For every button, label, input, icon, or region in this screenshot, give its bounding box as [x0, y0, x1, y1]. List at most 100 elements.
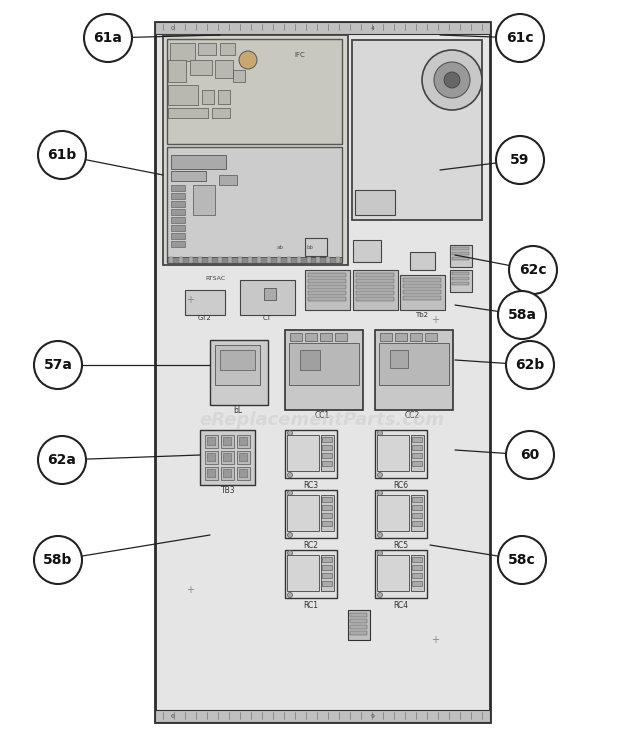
Circle shape [288, 431, 293, 435]
Bar [210, 340, 268, 405]
Circle shape [288, 551, 293, 556]
Bar [237, 451, 250, 464]
Bar [412, 445, 422, 450]
Bar [218, 257, 222, 263]
Bar [355, 190, 395, 215]
Circle shape [378, 491, 383, 495]
Text: 58b: 58b [43, 553, 73, 567]
Bar [321, 435, 334, 471]
Text: 61c: 61c [506, 31, 534, 45]
Bar [167, 39, 342, 144]
Circle shape [34, 536, 82, 584]
Bar [221, 435, 234, 448]
Bar [205, 467, 218, 480]
Bar [207, 469, 215, 477]
Bar [356, 285, 394, 289]
Circle shape [498, 536, 546, 584]
Text: 62c: 62c [519, 263, 547, 277]
Bar [198, 43, 216, 55]
Bar [410, 333, 422, 341]
Text: 62a: 62a [48, 453, 76, 467]
Text: CT: CT [262, 315, 272, 321]
Text: RTSAC: RTSAC [205, 275, 225, 280]
Text: +: + [431, 635, 439, 645]
Text: RC1: RC1 [304, 601, 319, 610]
Bar [321, 555, 334, 591]
Bar [375, 550, 427, 598]
Bar [322, 573, 332, 578]
Circle shape [84, 14, 132, 62]
Text: +: + [186, 295, 194, 305]
Bar [412, 497, 422, 502]
Bar [377, 555, 409, 591]
Circle shape [288, 592, 293, 598]
Circle shape [378, 533, 383, 538]
Circle shape [496, 14, 544, 62]
Circle shape [38, 436, 86, 484]
Text: eReplacementParts.com: eReplacementParts.com [200, 411, 445, 429]
Bar [207, 437, 215, 445]
Bar [412, 565, 422, 570]
Circle shape [444, 72, 460, 88]
Bar [322, 453, 332, 458]
Bar [285, 430, 337, 478]
Bar [356, 297, 394, 301]
Bar [350, 625, 367, 629]
Bar [168, 85, 198, 105]
Bar [167, 147, 342, 262]
Circle shape [288, 473, 293, 477]
Bar [257, 257, 262, 263]
Text: 9: 9 [371, 714, 374, 719]
Bar [287, 495, 319, 531]
Bar [322, 565, 332, 570]
Bar [205, 451, 218, 464]
Bar [403, 284, 441, 288]
Bar [353, 240, 381, 262]
Bar [223, 469, 231, 477]
Circle shape [288, 533, 293, 538]
Bar [377, 435, 409, 471]
Circle shape [422, 50, 482, 110]
Bar [169, 257, 173, 263]
Bar [306, 257, 311, 263]
Bar [264, 288, 276, 300]
Bar [350, 613, 367, 617]
Bar [390, 350, 408, 368]
Text: RC3: RC3 [303, 480, 319, 489]
Bar [305, 270, 350, 310]
Text: RC6: RC6 [394, 480, 409, 489]
Bar [308, 279, 346, 283]
Bar [179, 257, 183, 263]
Text: +: + [186, 585, 194, 595]
Bar [395, 333, 407, 341]
Bar [322, 505, 332, 510]
Bar [228, 257, 232, 263]
Bar [171, 201, 185, 207]
Bar [308, 285, 346, 289]
Bar [412, 505, 422, 510]
Bar [350, 619, 367, 623]
Bar [170, 43, 195, 61]
Bar [379, 343, 449, 385]
Text: 0: 0 [171, 25, 175, 31]
Bar [198, 257, 203, 263]
Bar [321, 495, 334, 531]
Text: bb: bb [306, 245, 314, 250]
Bar [350, 631, 367, 635]
Bar [215, 345, 260, 385]
Bar [356, 279, 394, 283]
Bar [190, 60, 212, 75]
Bar [356, 291, 394, 295]
Bar [218, 90, 230, 104]
Bar [247, 257, 252, 263]
Text: RC2: RC2 [304, 541, 319, 550]
Circle shape [288, 491, 293, 495]
Bar [320, 333, 332, 341]
Text: RC4: RC4 [394, 601, 409, 610]
Bar [163, 35, 348, 265]
Bar [353, 270, 398, 310]
Bar [335, 333, 347, 341]
Bar [155, 22, 490, 34]
Bar [300, 350, 320, 370]
Text: 4: 4 [371, 25, 374, 31]
